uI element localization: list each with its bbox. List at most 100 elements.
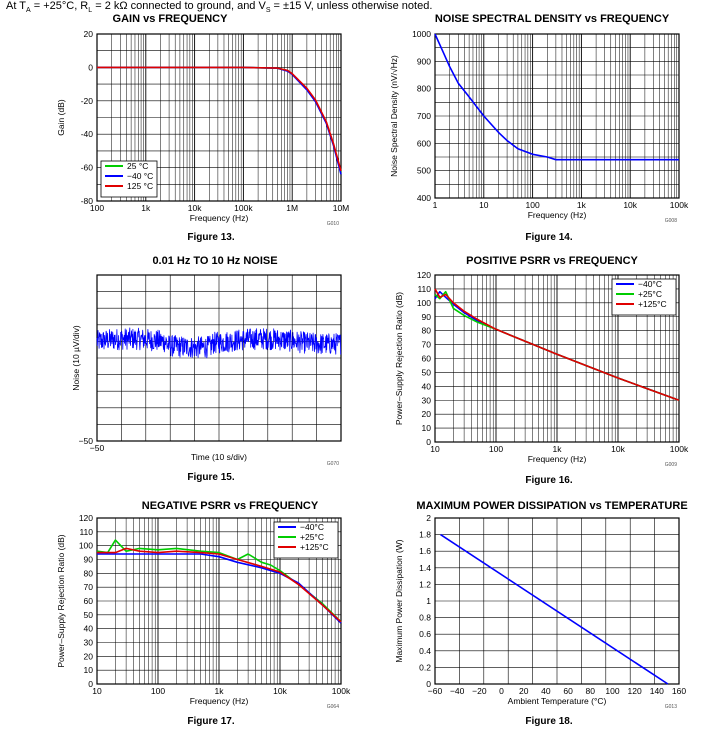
plot-frame [96, 33, 342, 202]
header-suffix: = ±15 V, unless otherwise noted. [270, 0, 433, 12]
x-tick-label: 1 [433, 200, 438, 210]
x-axis-label: Ambient Temperature (°C) [508, 696, 607, 706]
y-tick-label: 60 [84, 596, 94, 606]
x-tick-label: 40 [541, 686, 551, 696]
x-tick-label: 20 [519, 686, 529, 696]
x-tick-label: 1k [215, 686, 225, 696]
chart-title: NOISE SPECTRAL DENSITY vs FREQUENCY [435, 13, 670, 25]
y-tick-label: 1.6 [419, 546, 431, 556]
y-tick-label: 2 [426, 513, 431, 523]
y-tick-label: 700 [417, 111, 431, 121]
y-tick-label: 10 [84, 665, 94, 675]
x-tick-label: 0 [499, 686, 504, 696]
figure-caption: Figure 17. [187, 716, 234, 727]
legend-label: 25 °C [127, 161, 148, 171]
figure-code: G010 [327, 221, 339, 227]
chart-title: POSITIVE PSRR vs FREQUENCY [466, 255, 638, 267]
x-axis-label: Time (10 s/div) [191, 452, 247, 462]
y-tick-label: 10 [422, 423, 432, 433]
y-tick-label: −50 [79, 436, 94, 446]
y-tick-label: 0.6 [419, 629, 431, 639]
x-tick-label: −60 [428, 686, 443, 696]
y-tick-label: 0.8 [419, 613, 431, 623]
figure-code: G009 [665, 462, 677, 468]
x-tick-label: −50 [90, 443, 105, 453]
x-tick-label: 10 [430, 444, 440, 454]
y-tick-label: 0.4 [419, 646, 431, 656]
x-tick-label: 10k [623, 200, 637, 210]
header-prefix: At T [6, 0, 26, 12]
y-tick-label: 110 [417, 284, 431, 294]
y-tick-label: -20 [81, 96, 94, 106]
y-tick-label: 20 [84, 651, 94, 661]
y-tick-label: 80 [84, 568, 94, 578]
plot-frame [96, 274, 342, 442]
y-axis-label: Gain (dB) [56, 99, 66, 136]
x-axis-label: Frequency (Hz) [528, 210, 587, 220]
y-tick-label: 0 [426, 437, 431, 447]
y-tick-label: 600 [417, 138, 431, 148]
legend-label: +125°C [638, 299, 667, 309]
legend-label: 125 °C [127, 181, 153, 191]
x-tick-label: 100 [90, 203, 104, 213]
chart-noise: 1 10 100 1k 10k 100k 1000 900 800 700 600 500 400 NOI… [389, 13, 689, 243]
y-tick-label: 80 [422, 326, 432, 336]
x-axis-label: Frequency (Hz) [190, 213, 249, 223]
figure-caption: Figure 15. [187, 472, 234, 483]
y-axis-label: Noise Spectral Density (nV/√Hz) [389, 55, 399, 177]
chart-gain: 100 1k 10k 100k 1M 10M 20 0 -20 -40 -60 -80 GAIN vs … [56, 13, 349, 243]
x-tick-label: 80 [586, 686, 596, 696]
legend-label: +25°C [638, 289, 662, 299]
x-tick-label: 10 [479, 200, 489, 210]
chart-npsrr: 10 100 1k 10k 100k12011010090807060504030201… [56, 500, 351, 727]
chart-title: MAXIMUM POWER DISSIPATION vs TEMPERATURE [416, 500, 687, 512]
x-tick-label: 1k [577, 200, 587, 210]
y-tick-label: 60 [422, 354, 432, 364]
chart-title: GAIN vs FREQUENCY [113, 13, 229, 25]
series-line-2 [434, 288, 680, 402]
figure-code: G013 [665, 704, 677, 710]
x-tick-label: 10k [611, 444, 625, 454]
x-tick-label: 10k [188, 203, 202, 213]
y-tick-label: 0.2 [419, 662, 431, 672]
x-tick-label: 100k [670, 444, 689, 454]
y-tick-label: 30 [84, 638, 94, 648]
y-tick-label: 20 [84, 29, 94, 39]
x-tick-label: 140 [650, 686, 664, 696]
figure-caption: Figure 16. [525, 475, 572, 486]
series-line-0 [97, 66, 342, 173]
x-tick-label: 120 [628, 686, 642, 696]
x-tick-label: 100 [605, 686, 619, 696]
x-tick-label: 1M [286, 203, 298, 213]
series-line-2 [97, 547, 342, 623]
y-tick-label: 40 [84, 624, 94, 634]
chart-title: NEGATIVE PSRR vs FREQUENCY [142, 500, 319, 512]
x-tick-label: 60 [563, 686, 573, 696]
legend-label: −40°C [300, 522, 324, 532]
x-tick-label: 160 [672, 686, 686, 696]
y-tick-label: 0 [88, 679, 93, 689]
y-tick-label: 1 [426, 596, 431, 606]
x-tick-label: 10k [273, 686, 287, 696]
x-tick-label: 100 [151, 686, 165, 696]
y-tick-label: 70 [84, 582, 94, 592]
series-line-0 [434, 33, 679, 161]
series-line-1 [97, 553, 342, 624]
y-tick-label: 800 [417, 84, 431, 94]
header-mid2: = 2 kΩ connected to ground, and V [92, 0, 266, 12]
figure-caption: Figure 18. [525, 716, 572, 727]
series-line-0 [96, 327, 342, 359]
y-tick-label: 900 [417, 56, 431, 66]
y-tick-label: 90 [84, 555, 94, 565]
legend-label: +125°C [300, 542, 329, 552]
y-axis-label: Noise (10 µV/div) [71, 325, 81, 391]
y-tick-label: -40 [81, 129, 94, 139]
figure-caption: Figure 14. [525, 232, 572, 243]
y-tick-label: 40 [422, 381, 432, 391]
y-axis-label: Power–Supply Rejection Ratio (dB) [394, 292, 404, 425]
x-axis-label: Frequency (Hz) [528, 454, 587, 464]
y-tick-label: 1000 [412, 29, 431, 39]
x-axis-label: Frequency (Hz) [190, 696, 249, 706]
